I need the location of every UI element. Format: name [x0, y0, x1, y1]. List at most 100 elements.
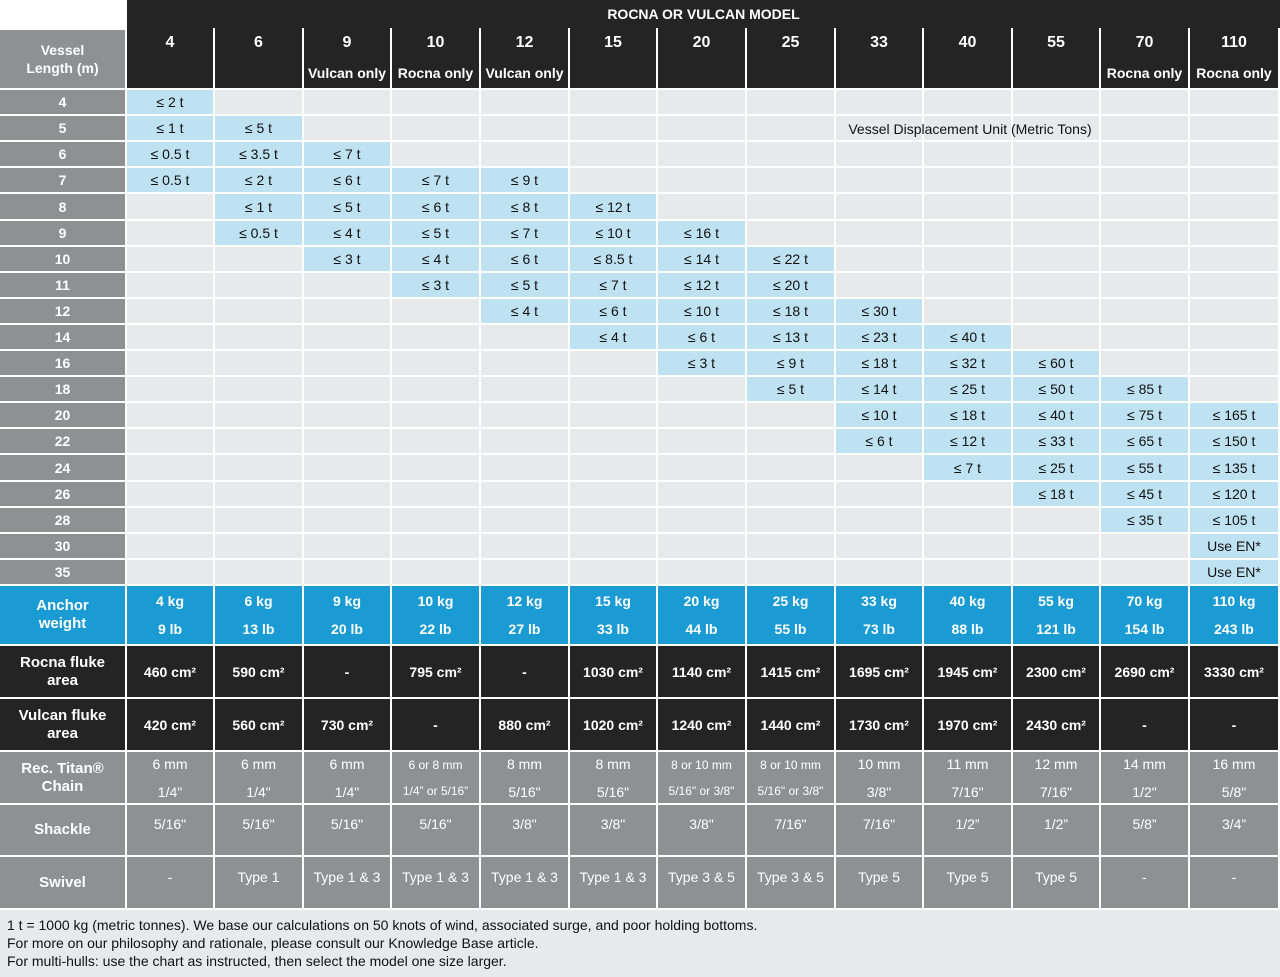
displacement-cell [747, 429, 834, 453]
vessel-length-row-label-text: 35 [54, 564, 71, 580]
displacement-cell-text: ≤ 0.5 t [150, 172, 190, 188]
displacement-cell [304, 455, 390, 480]
displacement-cell [127, 560, 213, 584]
titan-chain-cell: 14 mm 1/2" [1101, 752, 1188, 803]
displacement-cell [836, 90, 922, 114]
displacement-cell [392, 142, 479, 166]
titan-chain-cell-text: 6 mm [152, 755, 188, 772]
displacement-cell [215, 560, 302, 584]
anchor-weight-cell-text: 154 lb [1124, 621, 1165, 637]
displacement-cell: ≤ 3 t [658, 351, 745, 375]
displacement-cell-text: ≤ 12 t [950, 433, 985, 449]
rocna-fluke-area-cell: 3330 cm² [1190, 646, 1278, 697]
model-header-10-text: Rocna only [397, 65, 474, 81]
displacement-cell-text: ≤ 10 t [861, 407, 897, 423]
displacement-cell: ≤ 33 t [1013, 429, 1099, 453]
anchor-weight-cell-text: 73 lb [863, 621, 895, 637]
displacement-cell: ≤ 35 t [1101, 508, 1188, 532]
displacement-cell: ≤ 9 t [481, 168, 568, 192]
model-header-70-text: Rocna only [1106, 65, 1183, 81]
shackle-cell: 5/16" [215, 805, 302, 855]
shackle-cell-text: 5/16" [419, 816, 452, 832]
displacement-cell [1190, 90, 1278, 114]
displacement-cell: ≤ 105 t [1190, 508, 1278, 532]
displacement-cell-text: ≤ 4 t [510, 303, 539, 319]
displacement-cell [747, 142, 834, 166]
displacement-cell [392, 299, 479, 323]
displacement-cell: ≤ 7 t [924, 455, 1011, 480]
displacement-cell [1101, 142, 1188, 166]
vessel-length-row-label-text: 7 [58, 172, 67, 188]
displacement-cell: ≤ 12 t [658, 273, 745, 297]
rocna-fluke-area-cell: 1030 cm² [570, 646, 656, 697]
vulcan-fluke-area-cell: 1020 cm² [570, 699, 656, 750]
displacement-cell-text: Use EN* [1207, 564, 1261, 580]
vulcan-fluke-area-cell-text: - [1231, 716, 1237, 733]
displacement-cell [1013, 221, 1099, 245]
displacement-cell [215, 377, 302, 401]
swivel-cell-text: Type 5 [857, 868, 901, 885]
displacement-cell [1013, 194, 1099, 219]
vulcan-fluke-area-cell: 1730 cm² [836, 699, 922, 750]
vulcan-fluke-area-cell-text: 1020 cm² [583, 716, 643, 733]
displacement-cell-text: ≤ 0.5 t [239, 225, 278, 241]
displacement-cell: ≤ 8 t [481, 194, 568, 219]
titan-chain-cell-text: 5/16" [508, 783, 541, 800]
displacement-cell: ≤ 5 t [747, 377, 834, 401]
displacement-cell-text: ≤ 25 t [950, 381, 985, 397]
displacement-cell [1013, 116, 1099, 140]
displacement-cell [304, 429, 390, 453]
displacement-unit-note: Vessel Displacement Unit (Metric Tons) [848, 121, 1092, 137]
displacement-cell-text: ≤ 18 t [861, 355, 897, 371]
model-header-110-text: Rocna only [1196, 65, 1272, 81]
anchor-weight-cell: 9 kg 20 lb [304, 586, 390, 644]
model-header-6-text: 6 [254, 34, 263, 51]
displacement-cell [570, 90, 656, 114]
displacement-cell [392, 351, 479, 375]
displacement-cell-text: ≤ 4 t [333, 225, 361, 241]
vessel-length-header-text: Vessel [40, 42, 85, 58]
displacement-cell: ≤ 9 t [747, 351, 834, 375]
model-header-9-text: Vulcan only [307, 65, 387, 81]
displacement-cell [658, 90, 745, 114]
displacement-cell-text: ≤ 18 t [773, 303, 808, 319]
shackle-cell: 3/8" [570, 805, 656, 855]
displacement-cell [924, 90, 1011, 114]
titan-chain-label-text: Chain [41, 777, 84, 795]
displacement-cell [1190, 168, 1278, 192]
displacement-cell [127, 351, 213, 375]
anchor-weight-cell: 4 kg 9 lb [127, 586, 213, 644]
vessel-length-row-label: 18 [0, 377, 125, 401]
anchor-weight-cell: 6 kg 13 lb [215, 586, 302, 644]
displacement-cell: ≤ 55 t [1101, 455, 1188, 480]
vulcan-fluke-area-cell: 560 cm² [215, 699, 302, 750]
model-header-9: 9 Vulcan only [304, 28, 390, 88]
displacement-cell [836, 116, 922, 140]
shackle-cell: 7/16" [836, 805, 922, 855]
displacement-cell-text: ≤ 5 t [776, 381, 805, 397]
vulcan-fluke-area-label-text: Vulcan fluke [18, 706, 107, 724]
displacement-cell-text: ≤ 7 t [510, 225, 539, 241]
displacement-cell [392, 560, 479, 584]
displacement-cell [392, 455, 479, 480]
displacement-cell-text: ≤ 5 t [421, 225, 450, 241]
titan-chain-cell: 6 or 8 mm 1/4” or 5/16” [392, 752, 479, 803]
shackle-cell-text: 3/8" [689, 816, 714, 832]
model-header-12-text: 12 [515, 34, 534, 51]
vulcan-fluke-area-cell: 1970 cm² [924, 699, 1011, 750]
vulcan-fluke-area-cell-text: 1730 cm² [849, 716, 909, 733]
displacement-cell [215, 299, 302, 323]
displacement-cell: ≤ 4 t [304, 221, 390, 245]
titan-chain-cell-text: 5/16" or 3/8" [668, 783, 735, 798]
model-header-40: 40 [924, 28, 1011, 88]
vessel-length-row-label: 16 [0, 351, 125, 375]
displacement-cell [304, 403, 390, 427]
displacement-cell [215, 90, 302, 114]
vulcan-fluke-area-cell-text: 1440 cm² [760, 716, 821, 733]
titan-chain-cell-text: 5/16" [596, 783, 630, 800]
displacement-cell [1101, 273, 1188, 297]
displacement-cell [924, 560, 1011, 584]
displacement-cell: ≤ 5 t [304, 194, 390, 219]
displacement-cell [481, 325, 568, 349]
displacement-cell [1190, 247, 1278, 271]
